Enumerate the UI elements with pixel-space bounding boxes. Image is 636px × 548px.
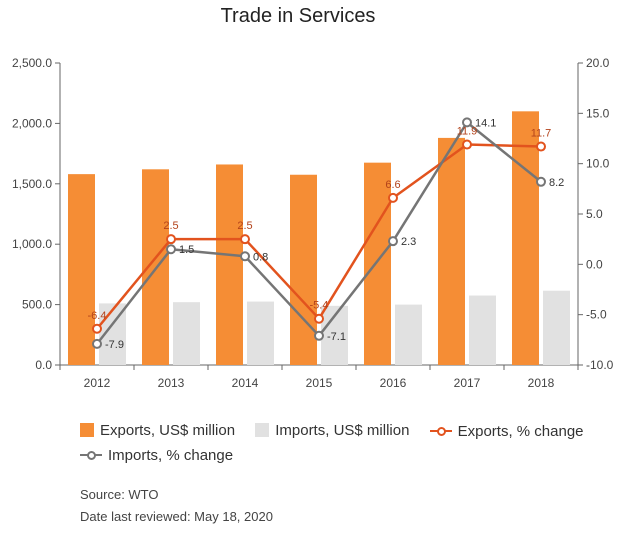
imports-change-point <box>314 330 324 341</box>
left-tick-label: 2,500.0 <box>12 56 52 70</box>
imports-change-label: 2.3 <box>401 236 416 248</box>
exports-change-point <box>240 234 250 245</box>
exports-bar <box>290 174 317 365</box>
x-tick-label: 2016 <box>380 376 407 390</box>
gray-square-icon <box>255 423 270 437</box>
source-note: Source: WTO <box>80 487 159 502</box>
exports-change-label: -5.4 <box>310 300 329 312</box>
lines <box>92 117 546 349</box>
x-tick-label: 2018 <box>528 376 555 390</box>
x-tick-label: 2013 <box>158 376 185 390</box>
orange-square-icon <box>80 423 94 437</box>
exports-change-label: 11.7 <box>531 128 552 140</box>
x-tick-label: 2012 <box>84 376 111 390</box>
imports-bar <box>173 302 200 365</box>
exports-change-point <box>166 234 176 245</box>
imports-change-label: 0.8 <box>253 251 268 263</box>
x-tick-label: 2017 <box>454 376 481 390</box>
exports-change-label: -6.4 <box>88 310 107 322</box>
exports-bar <box>364 162 391 365</box>
right-tick-label: -5.0 <box>586 308 607 322</box>
trade-in-services-chart: Trade in Services 0.0 500.0 1,000.0 1,500.0… <box>12 5 614 390</box>
exports-change-label: 2.5 <box>237 220 252 232</box>
imports-bar <box>395 304 422 365</box>
imports-change-label: 1.5 <box>179 244 194 256</box>
legend: Exports, US$ million Imports, US$ millio… <box>80 418 600 467</box>
gray-line-marker-icon <box>80 449 102 461</box>
right-tick-label: 0.0 <box>586 257 603 271</box>
exports-change-label: 11.9 <box>457 126 478 138</box>
legend-item-exports-line[interactable]: Exports, % change <box>429 419 584 443</box>
x-tick-label: 2014 <box>232 376 259 390</box>
exports-change-label: 6.6 <box>385 179 400 191</box>
imports-change-point <box>388 236 398 247</box>
right-tick-label: 20.0 <box>586 56 610 70</box>
exports-bar <box>68 174 95 365</box>
left-tick-label: 2,000.0 <box>12 116 52 130</box>
exports-change-point <box>314 313 324 324</box>
legend-item-imports-line[interactable]: Imports, % change <box>80 443 233 467</box>
imports-bar <box>469 295 496 365</box>
legend-label: Exports, % change <box>457 422 584 440</box>
legend-label: Imports, % change <box>108 446 234 464</box>
imports-change-point <box>166 244 176 255</box>
left-tick-label: 500.0 <box>22 298 52 312</box>
right-tick-label: 5.0 <box>586 207 603 221</box>
exports-change-point <box>388 192 398 203</box>
legend-label: Imports, US$ million <box>275 421 410 439</box>
imports-change-point <box>240 251 250 262</box>
legend-label: Exports, US$ million <box>100 421 236 439</box>
x-tick-label: 2015 <box>306 376 333 390</box>
imports-change-label: 14.1 <box>475 117 496 129</box>
date-reviewed-note: Date last reviewed: May 18, 2020 <box>80 509 273 524</box>
exports-change-point <box>462 139 472 150</box>
orange-line-marker-icon <box>429 425 452 437</box>
axes: 0.0 500.0 1,000.0 1,500.0 2,000.0 2,500.0 -10.… <box>12 56 614 390</box>
exports-change-point <box>536 141 546 152</box>
exports-bar <box>216 164 243 365</box>
left-tick-label: 1,000.0 <box>12 237 52 251</box>
legend-item-imports-bar[interactable]: Imports, US$ million <box>255 418 409 442</box>
exports-change-point <box>92 323 102 334</box>
right-tick-label: 10.0 <box>586 157 610 171</box>
imports-change-point <box>92 338 102 349</box>
legend-item-exports-bar[interactable]: Exports, US$ million <box>80 418 235 442</box>
imports-change-point <box>536 176 546 187</box>
left-tick-label: 0.0 <box>35 358 52 372</box>
exports-change-label: 2.5 <box>163 220 178 232</box>
bars <box>68 111 570 365</box>
exports-bar <box>438 137 465 365</box>
right-tick-label: -10.0 <box>586 358 614 372</box>
right-tick-label: 15.0 <box>586 106 610 120</box>
imports-change-point <box>462 117 472 128</box>
imports-bar <box>543 290 570 365</box>
imports-change-label: -7.9 <box>105 339 124 351</box>
imports-bar <box>247 301 274 365</box>
imports-change-label: -7.1 <box>327 331 346 343</box>
left-tick-label: 1,500.0 <box>12 177 52 191</box>
data-labels: -6.4 2.5 2.5 -5.4 6.6 11.9 11.7 -7.9 1.5 0.8 -7.1 2… <box>88 117 565 350</box>
chart-title: Trade in Services <box>221 5 376 27</box>
chart-footer: Source: WTO Date last reviewed: May 18, … <box>80 484 273 528</box>
imports-change-label: 8.2 <box>549 177 564 189</box>
exports-bar <box>512 111 539 365</box>
